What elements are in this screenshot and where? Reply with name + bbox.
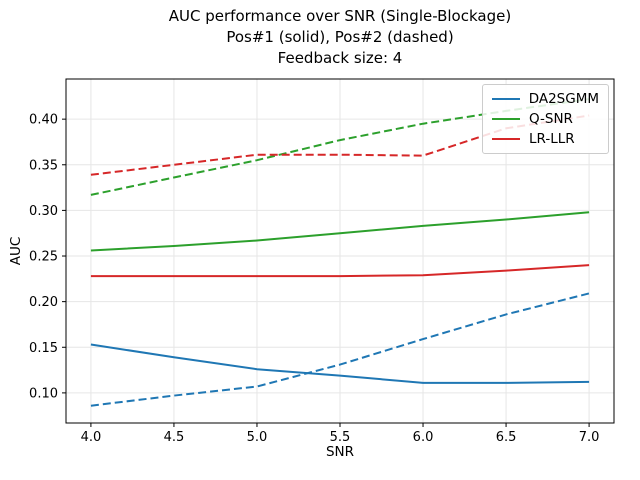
legend-line-sample-qsnr bbox=[492, 118, 520, 120]
legend-label-lrllr: LR-LLR bbox=[529, 131, 575, 147]
series-line-da2sgmm-dashed bbox=[90, 292, 590, 407]
legend-item-da2sgmm: DA2SGMM bbox=[492, 91, 599, 107]
y-tick-label: 0.25 bbox=[29, 250, 58, 265]
legend-line-sample-da2sgmm bbox=[492, 98, 520, 100]
x-tick-label: 6.5 bbox=[496, 430, 517, 445]
chart-title: AUC performance over SNR (Single-Blockag… bbox=[66, 6, 614, 69]
series-line-qsnr-solid bbox=[90, 211, 590, 252]
legend-item-qsnr: Q-SNR bbox=[492, 111, 599, 127]
series-line-da2sgmm-solid bbox=[90, 343, 590, 384]
x-tick-label: 5.0 bbox=[247, 430, 268, 445]
y-tick-label: 0.40 bbox=[29, 113, 58, 128]
chart-title-line1: AUC performance over SNR (Single-Blockag… bbox=[168, 7, 512, 25]
x-tick-label: 7.0 bbox=[579, 430, 600, 445]
legend-label-da2sgmm: DA2SGMM bbox=[528, 91, 599, 107]
chart-title-line3: Feedback size: 4 bbox=[277, 49, 403, 67]
legend: DA2SGMM Q-SNR LR-LLR bbox=[482, 84, 609, 154]
y-tick-label: 0.20 bbox=[29, 295, 58, 310]
x-tick-label: 4.5 bbox=[164, 430, 185, 445]
x-tick-label: 4.0 bbox=[81, 430, 102, 445]
chart-title-line2: Pos#1 (solid), Pos#2 (dashed) bbox=[226, 28, 454, 46]
x-tick-label: 6.0 bbox=[413, 430, 434, 445]
y-axis-label: AUC bbox=[8, 236, 24, 266]
legend-label-qsnr: Q-SNR bbox=[529, 111, 573, 127]
x-tick-label: 5.5 bbox=[330, 430, 351, 445]
y-tick-label: 0.35 bbox=[29, 158, 58, 173]
y-tick-label: 0.10 bbox=[29, 386, 58, 401]
series-line-lrllr-solid bbox=[90, 264, 590, 278]
x-axis-label: SNR bbox=[325, 444, 355, 460]
legend-line-sample-lrllr bbox=[492, 138, 520, 140]
legend-item-lrllr: LR-LLR bbox=[492, 131, 599, 147]
y-tick-label: 0.15 bbox=[29, 341, 58, 356]
y-tick-label: 0.30 bbox=[29, 204, 58, 219]
